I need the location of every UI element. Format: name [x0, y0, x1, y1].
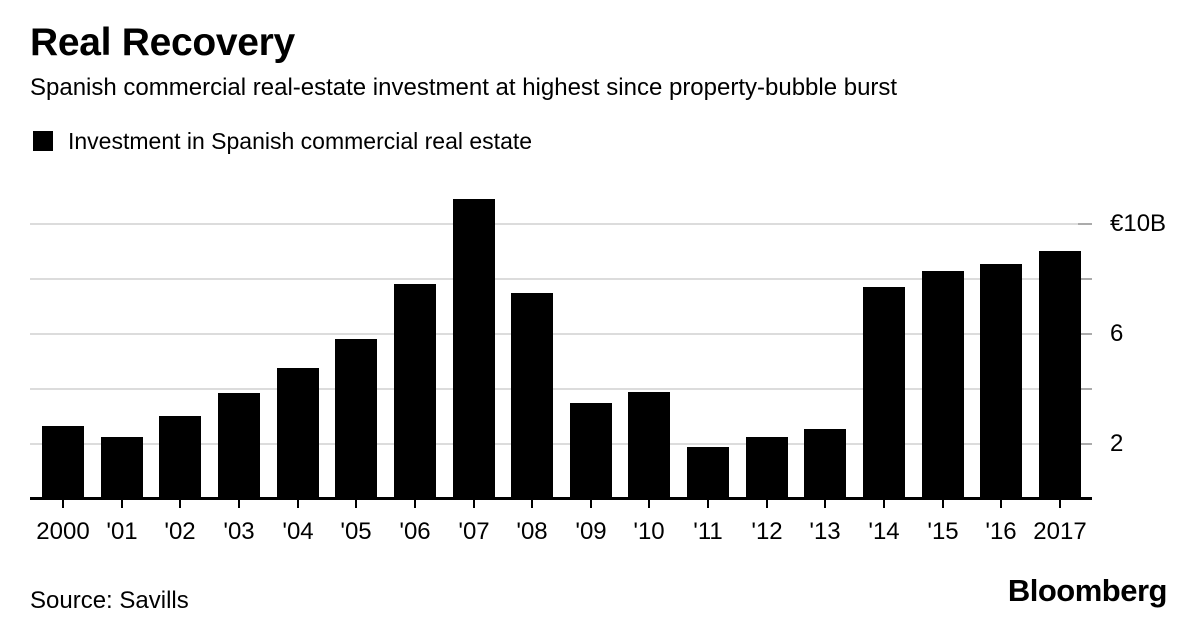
y-axis-tick — [1078, 278, 1092, 280]
gridline — [30, 443, 1092, 445]
y-axis-label: €10B — [1110, 210, 1167, 237]
x-axis-tick — [707, 499, 709, 508]
x-axis-label: '08 — [516, 518, 548, 545]
x-axis-tick — [179, 499, 181, 508]
bar-05 — [335, 339, 377, 499]
bar-02 — [159, 416, 201, 499]
y-axis-label: 6 — [1110, 320, 1124, 347]
x-axis-tick — [414, 499, 416, 508]
y-axis-tick — [1078, 223, 1092, 225]
y-axis-tick — [1078, 443, 1092, 445]
legend-label: Investment in Spanish commercial real es… — [68, 128, 533, 154]
x-axis-label: 2017 — [1033, 518, 1087, 545]
x-axis-label: '10 — [633, 518, 665, 545]
bar-06 — [394, 284, 436, 499]
bar-2017 — [1039, 251, 1081, 499]
x-axis-tick — [942, 499, 944, 508]
x-axis-label: '02 — [164, 518, 196, 545]
chart-subtitle: Spanish commercial real-estate investmen… — [30, 74, 898, 101]
x-axis-tick — [62, 499, 64, 508]
x-axis-tick — [121, 499, 123, 508]
bar-15 — [922, 271, 964, 499]
x-axis-tick — [1059, 499, 1061, 508]
bar-14 — [863, 287, 905, 499]
gridline — [30, 388, 1092, 390]
source-label: Source: Savills — [30, 587, 189, 614]
bar-07 — [453, 199, 495, 499]
x-axis-line — [30, 497, 1092, 500]
gridline — [30, 278, 1092, 280]
x-axis-label: '12 — [751, 518, 783, 545]
x-axis-tick — [883, 499, 885, 508]
y-axis-tick — [1078, 333, 1092, 335]
x-axis-tick — [590, 499, 592, 508]
x-axis-label: '06 — [399, 518, 431, 545]
x-axis-tick — [531, 499, 533, 508]
x-axis-label: '09 — [575, 518, 607, 545]
x-axis-label: '13 — [809, 518, 841, 545]
x-axis-label: '14 — [868, 518, 900, 545]
x-axis-label: '05 — [340, 518, 372, 545]
legend: Investment in Spanish commercial real es… — [33, 128, 533, 154]
y-axis-label: 2 — [1110, 430, 1124, 457]
x-axis-tick — [824, 499, 826, 508]
bar-01 — [101, 437, 143, 499]
chart-title: Real Recovery — [30, 21, 295, 64]
x-axis-label: '03 — [223, 518, 255, 545]
gridline — [30, 223, 1092, 225]
x-axis-tick — [355, 499, 357, 508]
bar-04 — [277, 368, 319, 499]
x-axis-label: '04 — [282, 518, 314, 545]
y-axis-tick — [1078, 388, 1092, 390]
x-axis-label: 2000 — [36, 518, 90, 545]
bar-13 — [804, 429, 846, 499]
x-axis-label: '16 — [985, 518, 1017, 545]
bar-03 — [218, 393, 260, 499]
x-axis-label: '15 — [927, 518, 959, 545]
bar-11 — [687, 447, 729, 499]
x-axis-tick — [766, 499, 768, 508]
x-axis-tick — [1000, 499, 1002, 508]
gridline — [30, 333, 1092, 335]
x-axis-tick — [473, 499, 475, 508]
bar-09 — [570, 403, 612, 499]
bar-16 — [980, 264, 1022, 499]
bloomberg-logo: Bloomberg — [1007, 573, 1168, 608]
x-axis-label: '01 — [106, 518, 138, 545]
x-axis-tick — [648, 499, 650, 508]
x-axis-tick — [238, 499, 240, 508]
x-axis-tick — [297, 499, 299, 508]
bar-08 — [511, 293, 553, 499]
bar-10 — [628, 392, 670, 499]
legend-swatch-icon — [33, 131, 53, 151]
bar-12 — [746, 437, 788, 499]
x-axis-label: '07 — [458, 518, 490, 545]
x-axis-label: '11 — [693, 518, 723, 545]
bar-2000 — [42, 426, 84, 499]
